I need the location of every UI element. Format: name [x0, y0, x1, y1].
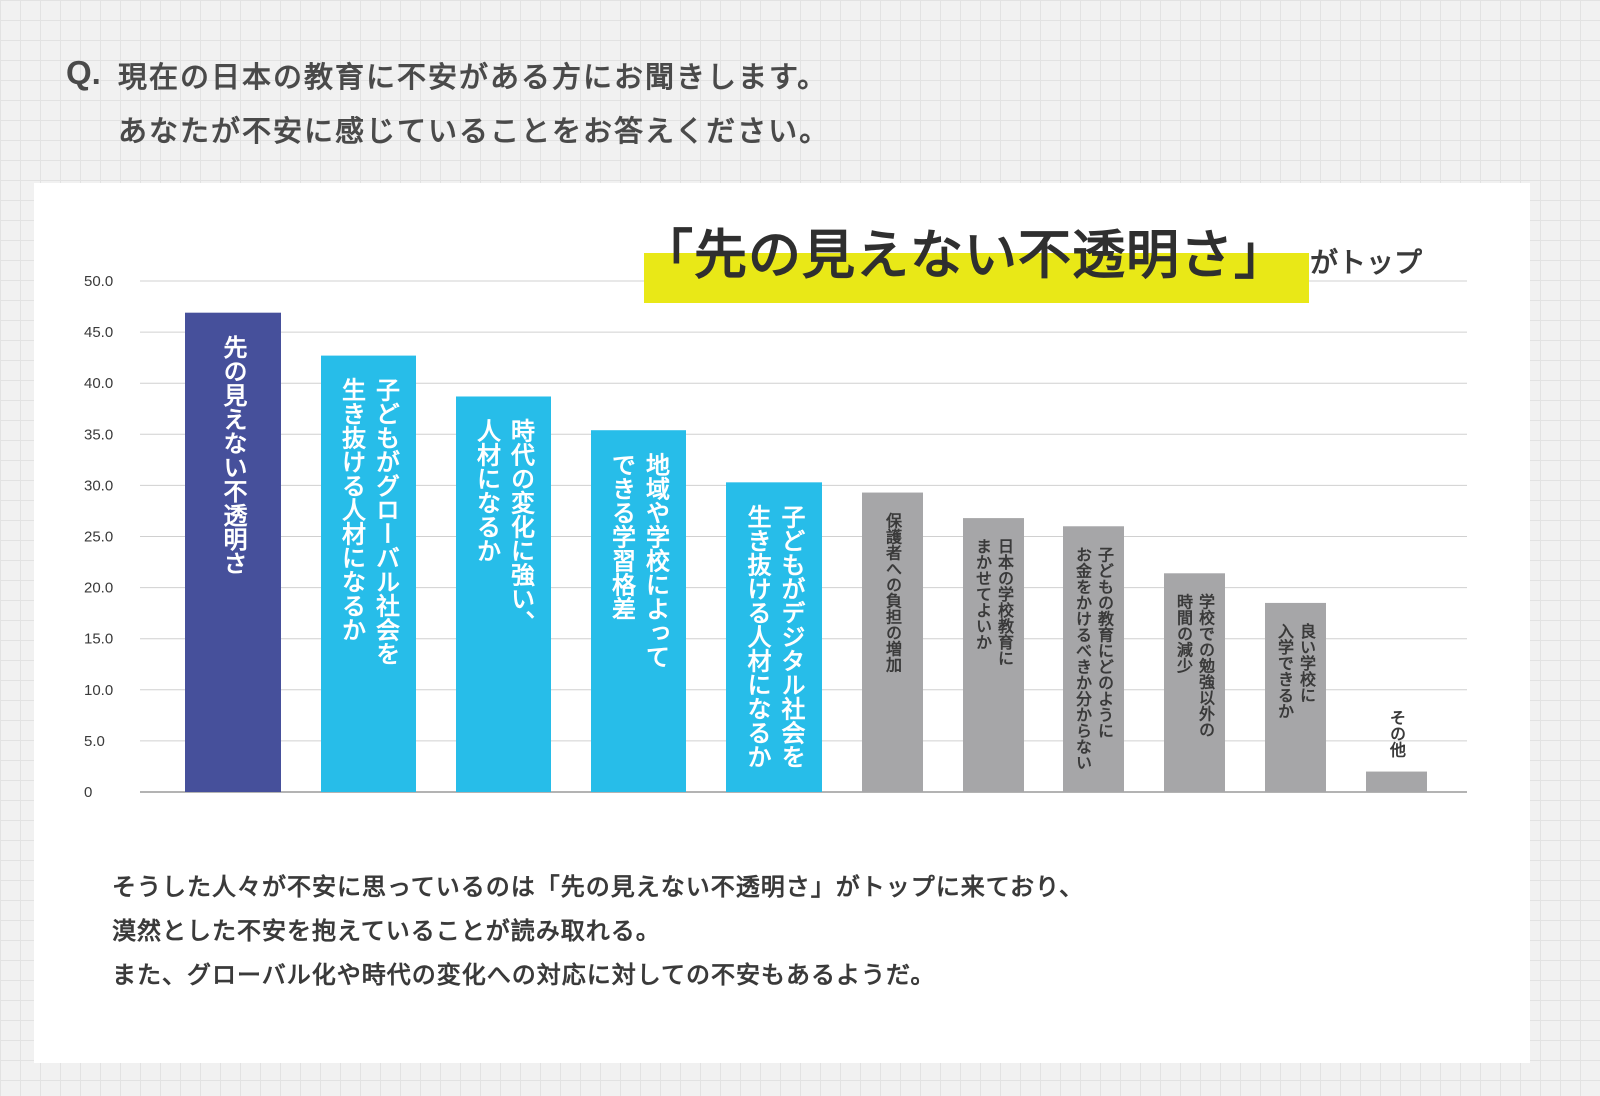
bar-label: 時間の減少	[1174, 592, 1194, 673]
bar-label: その他	[1387, 710, 1407, 759]
bar	[862, 492, 923, 792]
y-tick-label: 25.0	[84, 529, 113, 546]
bar-label: 日本の学校教育に	[995, 538, 1014, 666]
headline-main: 「先の見えない不透明さ」	[640, 225, 1288, 286]
bar-label: 子どもがグローバル社会を	[372, 378, 400, 666]
question-line-1: 現在の日本の教育に不安がある方にお聞きします。	[118, 60, 829, 94]
bar-label: 子どもの教育にどのように	[1095, 546, 1114, 738]
bar-label: 生き抜ける人材になるか	[338, 378, 366, 642]
bar-label: 保護者への負担の増加	[883, 512, 903, 674]
y-tick-label: 35.0	[84, 426, 113, 443]
bar	[1164, 573, 1225, 792]
bar-label: 地域や学校によって	[642, 452, 670, 668]
bar	[1063, 526, 1124, 792]
y-tick-label: 40.0	[84, 375, 113, 392]
bar	[185, 312, 281, 792]
question-line-2: あなたが不安に感じていることをお答えください。	[118, 114, 831, 148]
y-tick-label: 10.0	[84, 682, 113, 699]
bar-label: 時代の変化に強い、	[507, 418, 536, 634]
bar-label: できる学習格差	[608, 452, 636, 620]
headline-highlight	[644, 253, 1309, 303]
bar-label: 学校での勉強以外の	[1196, 592, 1216, 737]
bar	[726, 482, 822, 792]
bar-label: 先の見えない不透明さ	[219, 335, 247, 575]
bar-chart: 0 5.0 10.0 15.0 20.0 25.0 30.0 35.0 40.0 45.0 50.0…	[84, 273, 1467, 801]
bar	[321, 355, 416, 792]
bar-label: 良い学校に	[1297, 622, 1316, 703]
y-tick-label: 0	[84, 784, 92, 801]
bar-label: お金をかけるべきか分からない	[1073, 546, 1093, 770]
question-mark: Q.	[66, 54, 101, 91]
summary-line-3: また、グローバル化や時代の変化への対応に対しての不安もあるようだ。	[112, 961, 936, 989]
y-tick-label: 5.0	[84, 733, 105, 750]
bar	[456, 396, 551, 792]
bar-label: 人材になるか	[473, 418, 501, 562]
y-tick-label: 50.0	[84, 273, 113, 290]
bar	[963, 518, 1024, 792]
summary-line-2: 漠然とした不安を抱えていることが読み取れる。	[112, 917, 661, 945]
bar	[591, 430, 686, 792]
y-tick-label: 45.0	[84, 324, 113, 341]
bar-label: 子どもがデジタル社会を	[777, 504, 805, 768]
bar	[1366, 771, 1427, 792]
bar-label: 生き抜ける人材になるか	[743, 504, 771, 768]
bar	[1265, 602, 1326, 792]
y-tick-label: 20.0	[84, 580, 113, 597]
bar-label: まかせてよいか	[973, 538, 992, 650]
y-tick-label: 30.0	[84, 477, 113, 494]
summary: そうした人々が不安に思っているのは「先の見えない不透明さ」がトップに来ており、 …	[112, 865, 1084, 997]
headline-suffix: がトップ	[1310, 246, 1423, 279]
bar-label: 入学できるか	[1275, 623, 1294, 719]
summary-line-1: そうした人々が不安に思っているのは「先の見えない不透明さ」がトップに来ており、	[112, 873, 1085, 901]
chart-panel: 0 5.0 10.0 15.0 20.0 25.0 30.0 35.0 40.0 45.0 50.0…	[34, 183, 1530, 1063]
y-tick-label: 15.0	[84, 631, 113, 648]
